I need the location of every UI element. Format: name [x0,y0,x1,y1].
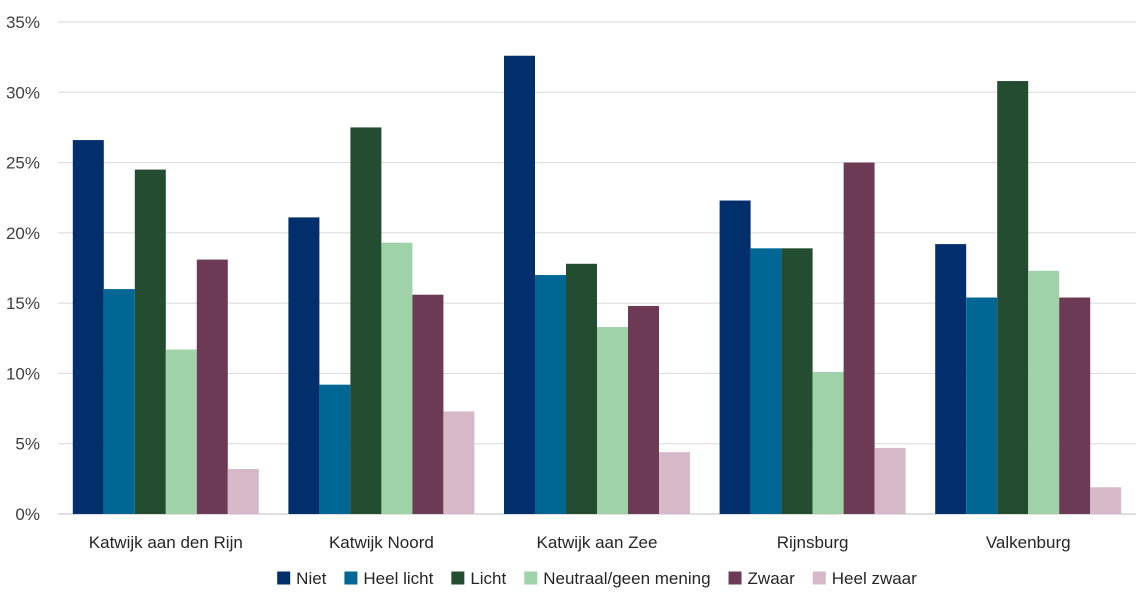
bar-heel-licht-rijnsburg [750,248,782,514]
legend-label: Licht [470,569,506,588]
bar-heel-licht-katwijk-aan-den-rijn [103,289,135,514]
bar-heel-zwaar-katwijk-aan-den-rijn [227,469,259,514]
x-axis-labels: Katwijk aan den Rijn Katwijk Noord Katwijk… [89,533,1071,552]
bar-niet-katwijk-aan-zee [504,55,535,514]
legend-swatch [812,571,826,585]
bar-licht-katwijk-aan-zee [566,263,597,514]
y-tick-label: 10% [6,364,40,383]
bar-heel-zwaar-katwijk-noord [443,411,475,514]
bar-neutraal-geen-mening-katwijk-aan-zee [597,327,628,514]
bars [72,55,1122,515]
legend: Niet Heel licht Licht Neutraal/geen mening Z… [277,569,917,588]
bar-neutraal-geen-mening-katwijk-aan-den-rijn [165,349,197,514]
bar-zwaar-katwijk-aan-zee [628,305,659,514]
bar-niet-rijnsburg [719,200,751,515]
x-category-label: Valkenburg [986,533,1071,552]
legend-label: Heel licht [363,569,433,588]
bar-neutraal-geen-mening-valkenburg [1028,270,1060,514]
bar-neutraal-geen-mening-rijnsburg [812,372,844,514]
bar-zwaar-valkenburg [1059,297,1091,514]
y-tick-label: 0% [15,505,40,524]
bar-niet-katwijk-noord [288,217,320,514]
bar-heel-zwaar-rijnsburg [874,447,906,514]
y-tick-label: 15% [6,294,40,313]
x-category-label: Katwijk aan Zee [537,533,658,552]
legend-label: Neutraal/geen mening [543,569,710,588]
bar-heel-zwaar-katwijk-aan-zee [659,452,690,514]
bar-heel-licht-valkenburg [966,297,998,514]
legend-label: Zwaar [748,569,796,588]
x-category-label: Katwijk aan den Rijn [89,533,243,552]
y-tick-label: 20% [6,224,40,243]
legend-swatch [728,571,742,585]
legend-swatch [451,571,465,585]
bar-heel-licht-katwijk-aan-zee [535,275,566,514]
bar-licht-valkenburg [997,81,1029,514]
x-category-label: Katwijk Noord [329,533,434,552]
legend-label: Heel zwaar [832,569,917,588]
legend-swatch [344,571,358,585]
bar-heel-licht-katwijk-noord [319,384,351,514]
bar-licht-katwijk-noord [350,127,382,514]
y-tick-label: 25% [6,154,40,173]
y-tick-label: 35% [6,13,40,32]
bar-licht-rijnsburg [781,248,813,514]
y-tick-label: 30% [6,83,40,102]
bar-neutraal-geen-mening-katwijk-noord [381,242,413,514]
bar-zwaar-rijnsburg [843,162,875,515]
y-tick-label: 5% [15,435,40,454]
legend-swatch [277,571,291,585]
legend-swatch [524,571,538,585]
bar-zwaar-katwijk-aan-den-rijn [196,259,228,514]
bar-niet-katwijk-aan-den-rijn [72,140,104,514]
bar-zwaar-katwijk-noord [412,294,444,514]
bar-heel-zwaar-valkenburg [1090,487,1122,514]
y-axis-ticks: 0% 5% 10% 15% 20% 25% 30% 35% [6,13,40,524]
legend-label: Niet [296,569,327,588]
bar-niet-valkenburg [935,244,967,515]
x-category-label: Rijnsburg [777,533,849,552]
bar-licht-katwijk-aan-den-rijn [134,169,166,514]
